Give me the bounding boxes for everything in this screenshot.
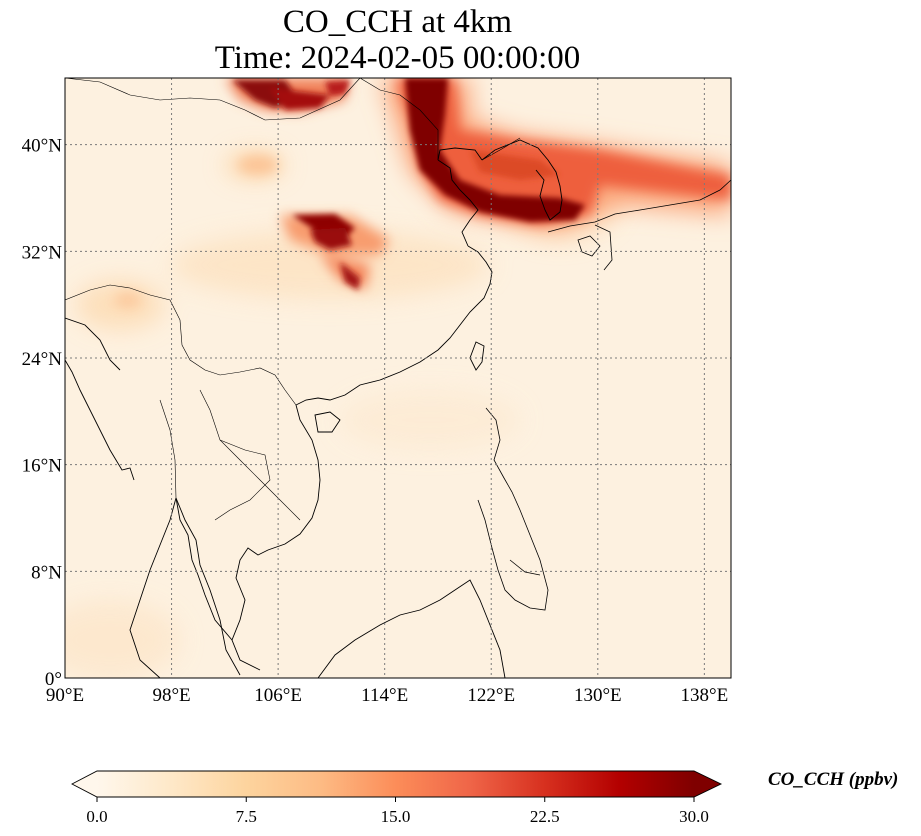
lon-tick-label: 98°E xyxy=(152,685,190,706)
colorbar-label: CO_CCH (ppbv) xyxy=(768,769,899,790)
country-borders xyxy=(65,78,521,521)
colorbar-tick-label: 30.0 xyxy=(679,807,709,826)
colorbar-tick-label: 0.0 xyxy=(86,807,107,826)
lon-tick-label: 90°E xyxy=(46,685,84,706)
lon-tick-label: 130°E xyxy=(574,685,622,706)
colorbar-tick-label: 22.5 xyxy=(530,807,560,826)
chart-title: CO_CCH at 4km Time: 2024-02-05 00:00:00 xyxy=(0,4,795,76)
colorbar-ticks: 0.0 7.5 15.0 22.5 30.0 xyxy=(86,797,709,826)
colorbar-gradient xyxy=(97,771,694,797)
lat-tick-label: 24°N xyxy=(22,349,63,370)
colorbar-tick-label: 15.0 xyxy=(381,807,411,826)
colorbar-tick-label: 7.5 xyxy=(236,807,257,826)
lon-tick-label: 138°E xyxy=(681,685,729,706)
lat-tick-label: 8°N xyxy=(31,562,62,583)
plume-west-spot xyxy=(114,156,278,308)
concentration-field xyxy=(65,78,731,678)
lon-tick-label: 114°E xyxy=(361,685,408,706)
plume-central-core xyxy=(292,214,360,290)
title-time: Time: 2024-02-05 00:00:00 xyxy=(214,40,581,76)
coastlines xyxy=(65,139,731,678)
lat-tick-label: 40°N xyxy=(22,136,63,157)
colorbar-extend-high xyxy=(694,771,721,797)
lat-tick-labels: 0° 8°N 16°N 24°N 32°N 40°N xyxy=(22,136,63,690)
lat-tick-label: 32°N xyxy=(22,242,63,263)
map-plot-area xyxy=(64,77,732,679)
lat-tick-label: 16°N xyxy=(22,456,63,477)
lon-tick-label: 122°E xyxy=(467,685,515,706)
lat-tick-label: 0° xyxy=(45,669,62,690)
map-frame xyxy=(64,77,732,679)
colorbar: 0.0 7.5 15.0 22.5 30.0 xyxy=(71,770,723,826)
gridlines xyxy=(65,78,731,678)
plume-north-west-core xyxy=(232,80,350,110)
colorbar-extend-low xyxy=(72,771,97,797)
title-variable: CO_CCH at 4km xyxy=(282,4,513,40)
lon-tick-label: 106°E xyxy=(254,685,302,706)
lon-tick-labels: 90°E 98°E 106°E 114°E 122°E 130°E 138°E xyxy=(46,685,728,706)
